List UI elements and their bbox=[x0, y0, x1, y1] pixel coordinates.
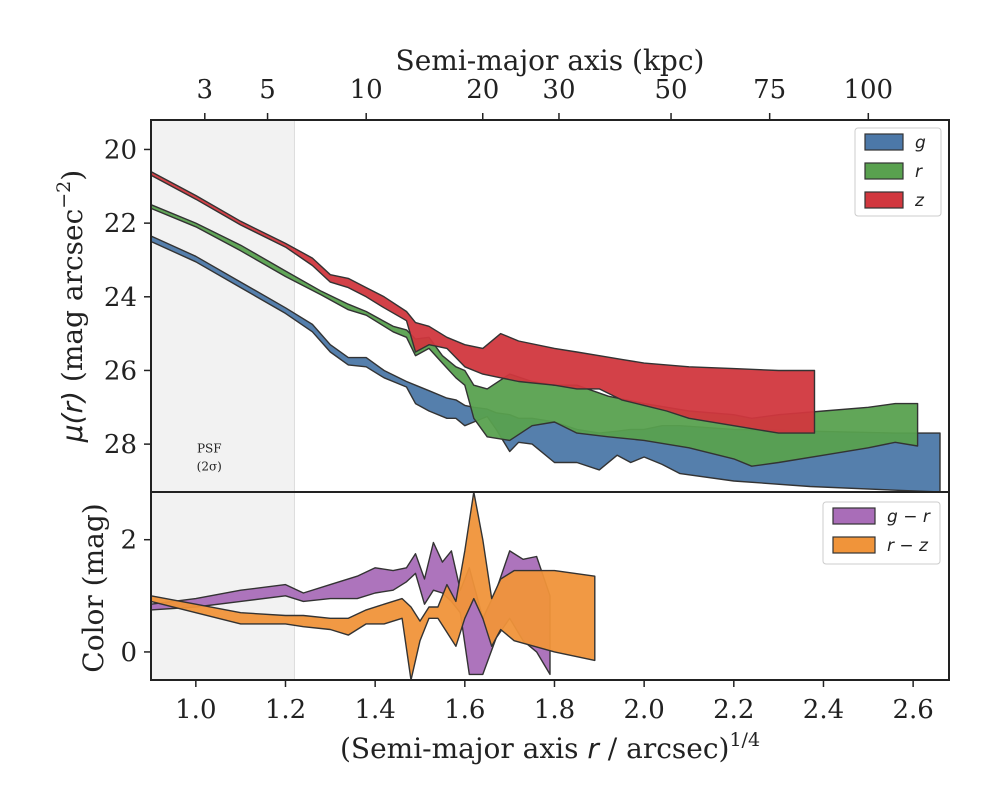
legend-label: g bbox=[915, 133, 926, 153]
psf-band-top bbox=[151, 120, 295, 492]
x-axis-label-main: (Semi-major axis bbox=[340, 732, 587, 765]
y-tick-label: 28 bbox=[104, 430, 137, 460]
y-axis-label-main: (mag arcsec bbox=[56, 209, 89, 382]
bottom-x-ticks: 1.0 1.2 1.4 1.6 1.8 2.0 2.2 2.4 2.6 bbox=[175, 680, 934, 725]
y-tick-label: 2 bbox=[120, 526, 137, 556]
y-axis-label-var: μ(r) bbox=[56, 391, 89, 443]
x-axis-label-sup: 1/4 bbox=[729, 729, 760, 751]
surface-brightness-series bbox=[150, 170, 941, 493]
psf-band-rect bbox=[151, 120, 295, 492]
x-axis-label-var: r bbox=[587, 732, 600, 765]
x-tick-label: 2.6 bbox=[892, 695, 933, 725]
psf-label-line2: (2σ) bbox=[197, 460, 222, 474]
y-axis-label-close: ) bbox=[56, 170, 89, 181]
y-tick-label: 26 bbox=[104, 356, 137, 386]
legend-swatch bbox=[864, 133, 904, 151]
x-tick-label: 1.4 bbox=[354, 695, 395, 725]
band-gr bbox=[150, 541, 551, 676]
bottom-y-ticks: 02 bbox=[120, 526, 151, 668]
y-tick-label: 24 bbox=[104, 283, 137, 313]
x-tick-label: 2.0 bbox=[623, 695, 664, 725]
legend-label: g − r bbox=[887, 507, 931, 527]
top-kpc-ticks: 3 5 10 20 30 50 75 100 bbox=[197, 75, 893, 120]
legend-label: r bbox=[915, 162, 923, 182]
legend-swatch bbox=[864, 191, 904, 209]
color-series bbox=[150, 491, 596, 681]
x-axis-label: (Semi-major axis r / arcsec)1/4 bbox=[340, 729, 760, 765]
x-tick-label: 1.2 bbox=[265, 695, 306, 725]
bottom-legend: g − r r − z bbox=[822, 501, 941, 565]
legend-label: z bbox=[914, 191, 925, 211]
x-axis-label-rest: / arcsec) bbox=[599, 732, 730, 765]
y-tick-label: 22 bbox=[104, 209, 137, 239]
kpc-tick-label: 3 bbox=[197, 75, 214, 105]
top-axis-label: Semi-major axis (kpc) bbox=[396, 44, 705, 77]
y-tick-label: 20 bbox=[104, 135, 137, 165]
kpc-tick-label: 5 bbox=[259, 75, 276, 105]
legend-swatch bbox=[832, 536, 876, 554]
kpc-tick-label: 75 bbox=[753, 75, 786, 105]
kpc-tick-label: 50 bbox=[654, 75, 687, 105]
x-tick-label: 2.2 bbox=[713, 695, 754, 725]
kpc-tick-label: 30 bbox=[542, 75, 575, 105]
kpc-tick-label: 20 bbox=[466, 75, 499, 105]
x-tick-label: 2.4 bbox=[803, 695, 844, 725]
legend-swatch bbox=[864, 162, 904, 180]
bottom-panel-frame bbox=[150, 491, 950, 681]
kpc-tick-label: 10 bbox=[350, 75, 383, 105]
band-z bbox=[150, 170, 816, 434]
y-tick-label: 0 bbox=[120, 638, 137, 668]
legend-swatch bbox=[832, 507, 876, 525]
top-y-axis-label: μ(r) (mag arcsec−2) bbox=[53, 170, 89, 443]
legend-label: r − z bbox=[887, 536, 929, 556]
top-legend: grz bbox=[854, 127, 942, 217]
bottom-y-axis-label: Color (mag) bbox=[77, 503, 110, 672]
x-tick-label: 1.0 bbox=[175, 695, 216, 725]
band-rz bbox=[150, 491, 596, 681]
psf-label-line1: PSF bbox=[197, 442, 222, 456]
x-tick-label: 1.6 bbox=[444, 695, 485, 725]
y-axis-label-sup: −2 bbox=[53, 181, 75, 209]
top-y-ticks: 20 22 24 26 28 bbox=[104, 135, 151, 460]
x-tick-label: 1.8 bbox=[534, 695, 575, 725]
kpc-tick-label: 100 bbox=[843, 75, 893, 105]
